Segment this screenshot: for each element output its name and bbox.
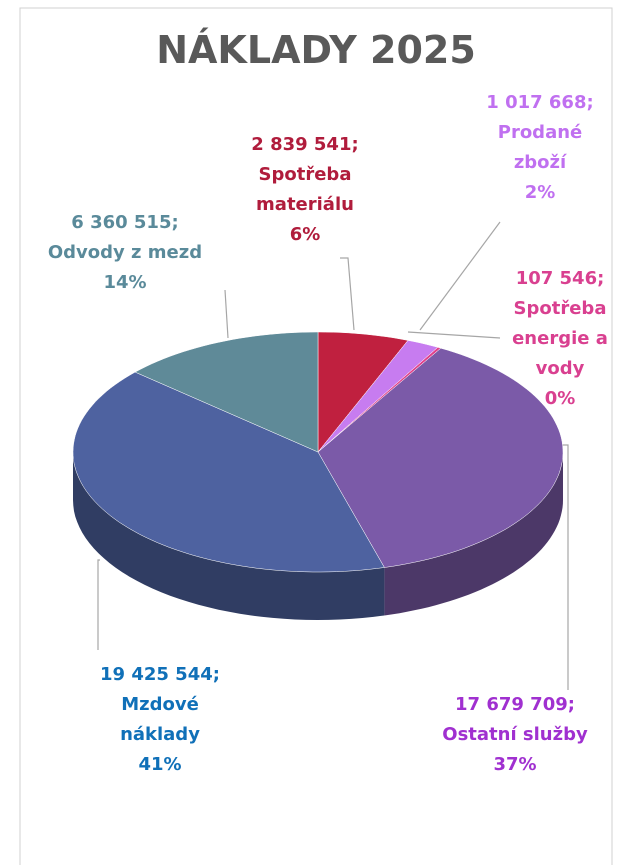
leader-line — [419, 221, 501, 331]
data-label: 19 425 544; Mzdové náklady 41% — [95, 660, 225, 780]
category-label: Spotřeba materiálu — [256, 164, 354, 215]
pie-slice — [317, 331, 409, 453]
data-label: 1 017 668; Prodané zboží 2% — [485, 88, 595, 208]
percent-label: 14% — [103, 272, 147, 293]
separator: ; — [597, 268, 605, 289]
leader-lines — [97, 221, 569, 690]
separator: ; — [567, 694, 575, 715]
value-label: 2 839 541 — [251, 134, 352, 155]
category-label: Odvody z mezd — [47, 242, 203, 263]
slice-side — [384, 452, 563, 616]
value-label: 107 546 — [515, 268, 598, 289]
value-label: 6 360 515 — [71, 212, 172, 233]
leader-line — [562, 444, 569, 690]
leader-line — [407, 331, 501, 339]
frame — [19, 7, 613, 865]
value-label: 19 425 544 — [100, 664, 213, 685]
leader-line — [224, 289, 229, 339]
percent-label: 6% — [289, 224, 321, 245]
percent-label: 41% — [138, 754, 182, 775]
value-line: 19 425 544; — [95, 660, 225, 690]
separator: ; — [586, 92, 594, 113]
data-label: 107 546; Spotřeba energie a vody 0% — [500, 264, 619, 414]
value-label: 17 679 709 — [455, 694, 568, 715]
percent-label: 0% — [544, 388, 576, 409]
category-label: Prodané zboží — [497, 122, 583, 173]
pie-slice — [317, 340, 439, 453]
value-line: 2 839 541; — [240, 130, 370, 160]
pie-slice — [317, 347, 564, 568]
chart-title: NÁKLADY 2025 — [156, 28, 476, 72]
value-line: 17 679 709; — [400, 690, 619, 720]
pie-sides — [73, 452, 563, 620]
value-label: 1 017 668 — [486, 92, 587, 113]
leader-line — [97, 559, 100, 650]
category-label: Spotřeba energie a vody — [512, 298, 608, 379]
pie-slice — [134, 331, 319, 453]
data-label: 17 679 709; Ostatní služby 37% — [400, 690, 619, 780]
leader-line — [340, 257, 355, 331]
category-label: Ostatní služby — [442, 724, 588, 745]
category-label: Mzdové náklady — [120, 694, 200, 745]
percent-label: 2% — [524, 182, 556, 203]
pie-slice — [72, 371, 385, 573]
separator: ; — [351, 134, 359, 155]
value-line: 6 360 515; — [10, 208, 240, 238]
data-label: 6 360 515; Odvody z mezd 14% — [10, 208, 240, 298]
pie-tops — [72, 331, 564, 573]
data-label: 2 839 541; Spotřeba materiálu 6% — [240, 130, 370, 250]
value-line: 107 546; — [500, 264, 619, 294]
separator: ; — [212, 664, 220, 685]
value-line: 1 017 668; — [485, 88, 595, 118]
separator: ; — [171, 212, 179, 233]
percent-label: 37% — [493, 754, 537, 775]
slice-side — [73, 452, 385, 620]
